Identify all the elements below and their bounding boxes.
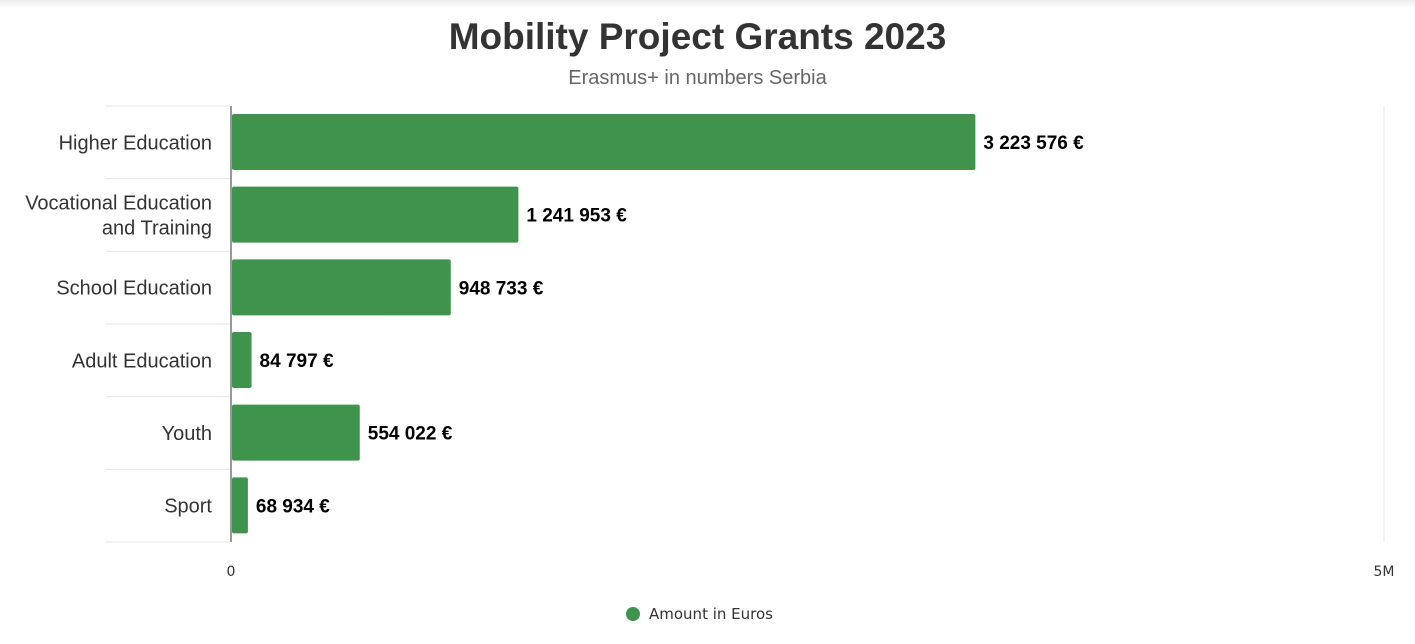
data-label-0: 3 223 576 €	[983, 133, 1084, 154]
category-label-3: Adult Education	[72, 350, 212, 372]
data-label-5: 68 934 €	[256, 496, 330, 517]
chart-subtitle: Erasmus+ in numbers Serbia	[568, 67, 827, 89]
category-label-0: Higher Education	[59, 132, 212, 154]
legend[interactable]: Amount in Euros	[626, 605, 773, 623]
bar-0	[232, 114, 976, 170]
legend-marker	[626, 607, 640, 621]
category-label-1: Vocational Education and Training	[25, 193, 212, 240]
data-label-3: 84 797 €	[260, 351, 334, 372]
data-label-1: 1 241 953 €	[526, 206, 627, 227]
bar-5	[232, 477, 248, 534]
bar-2	[232, 259, 451, 316]
data-label-4: 554 022 €	[368, 424, 453, 445]
top-shade	[0, 0, 1415, 8]
x-tick-label-0: 0	[227, 564, 236, 580]
data-label-2: 948 733 €	[459, 278, 544, 299]
x-tick-label-1: 5M	[1374, 564, 1395, 580]
chart-title: Mobility Project Grants 2023	[448, 16, 947, 57]
bar-3	[232, 332, 252, 389]
bar-1	[232, 186, 519, 243]
category-label-2: School Education	[56, 278, 212, 300]
legend-label: Amount in Euros	[649, 605, 773, 623]
category-label-4: Youth	[162, 423, 212, 445]
category-label-5: Sport	[164, 496, 212, 518]
bar-4	[232, 404, 360, 461]
